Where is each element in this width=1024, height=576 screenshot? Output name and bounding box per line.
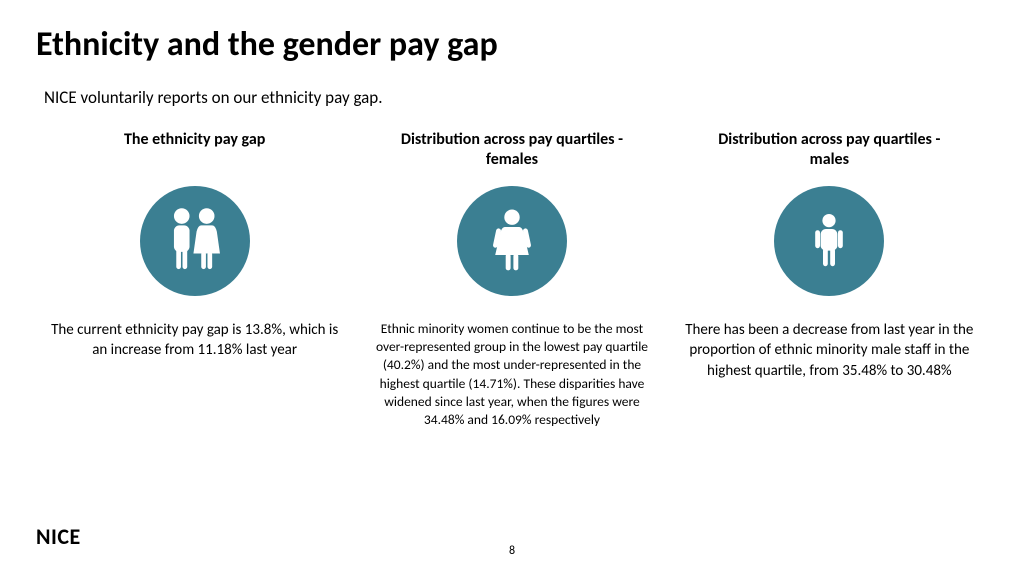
female-icon: [457, 186, 567, 296]
column-heading: The ethnicity pay gap: [124, 130, 265, 172]
column-males: Distribution across pay quartiles - male…: [681, 130, 978, 429]
nice-logo: NICE: [36, 523, 81, 550]
couple-icon: [140, 186, 250, 296]
slide-title: Ethnicity and the gender pay gap: [36, 24, 988, 65]
male-svg: [799, 202, 859, 280]
couple-svg: [156, 202, 234, 280]
page-number: 8: [509, 544, 515, 558]
column-females: Distribution across pay quartiles - fema…: [363, 130, 660, 429]
column-body: The current ethnicity pay gap is 13.8%, …: [50, 320, 340, 361]
column-heading: Distribution across pay quartiles - fema…: [397, 130, 627, 172]
columns-container: The ethnicity pay gap The current ethnic…: [36, 130, 988, 429]
column-body: There has been a decrease from last year…: [684, 320, 974, 381]
male-icon: [774, 186, 884, 296]
column-body: Ethnic minority women continue to be the…: [367, 320, 657, 429]
column-heading: Distribution across pay quartiles - male…: [714, 130, 944, 172]
slide-subtitle: NICE voluntarily reports on our ethnicit…: [44, 87, 988, 108]
column-ethnicity-pay-gap: The ethnicity pay gap The current ethnic…: [46, 130, 343, 429]
female-svg: [477, 202, 547, 280]
